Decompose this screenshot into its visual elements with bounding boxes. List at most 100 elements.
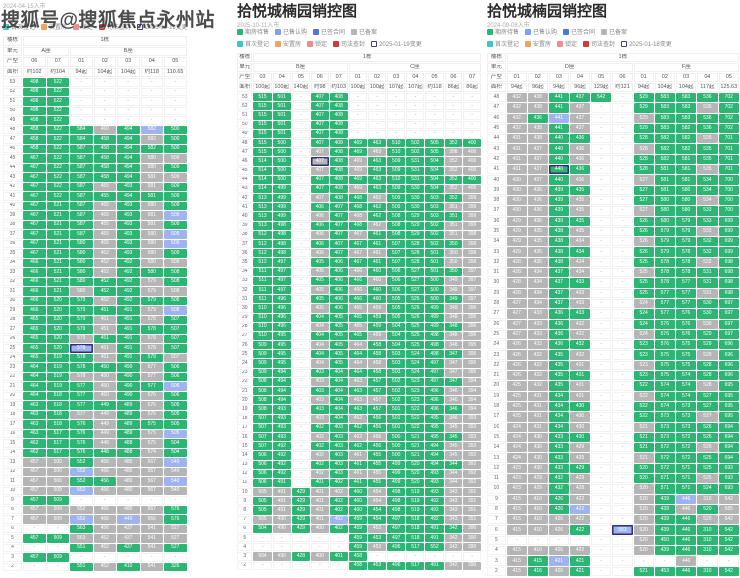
unit-cell: 433 xyxy=(548,443,569,453)
sohu-watermark: 搜狐号@搜狐焦点永州站 xyxy=(1,10,216,31)
unit-cell: 576 xyxy=(675,319,697,329)
unit-cell: 510 xyxy=(387,148,406,157)
legend-item: 首次登记 xyxy=(3,22,35,31)
unit-cell: 467 xyxy=(23,239,46,248)
unit-cell: 578 xyxy=(70,353,93,362)
unit-cell: 429 xyxy=(569,453,591,463)
unit-cell: 400 xyxy=(463,157,481,166)
unit-cell: 391 xyxy=(463,497,481,506)
legend: 期房待售 已售认购 已签合同 已备案 首次登记 安置房 锁定 司法查封 2025-01-19变更 xyxy=(237,27,428,51)
unit-cell: 435 xyxy=(548,350,569,360)
type-cell: 04 xyxy=(569,73,591,82)
unit-cell: 521 xyxy=(46,268,69,277)
unit-block-cell: B座 xyxy=(70,46,187,56)
unit-cell: - xyxy=(425,552,444,561)
unit-cell: 430 xyxy=(569,401,591,412)
unit-cell: 458 xyxy=(93,173,116,182)
type-cell: 03 xyxy=(253,73,272,82)
unit-cell: 504 xyxy=(387,341,406,350)
floor-row: 18 425 431 434 430- -522 574 573 527 695 xyxy=(487,401,739,412)
unit-cell: - xyxy=(612,401,633,412)
unit-cell: 432 xyxy=(506,123,527,134)
floor-row: 24 465 519 578 451 491 578 507 xyxy=(3,353,187,362)
unit-cell: 310 xyxy=(697,566,718,576)
floor-label: 18 xyxy=(237,414,253,423)
floor-label: 5 xyxy=(487,535,506,546)
area-cell: 104起 xyxy=(675,83,697,92)
unit-cell: - xyxy=(140,78,163,87)
header-row-label: 面积 xyxy=(487,83,506,92)
unit-cell: 577 xyxy=(70,401,93,410)
unit-cell: - xyxy=(612,504,633,515)
unit-cell: 523 xyxy=(633,371,654,381)
unit-cell: 457 xyxy=(367,377,387,386)
unit-cell: 402 xyxy=(310,469,329,478)
unit-cell: 440 xyxy=(548,134,569,144)
area-cell: 96起 xyxy=(527,83,548,92)
floor-label: 46 xyxy=(3,144,22,153)
unit-cell: - xyxy=(612,381,633,391)
unit-cell: 530 xyxy=(697,298,718,309)
unit-cell: 575 xyxy=(654,371,675,381)
unit-cell: 406 xyxy=(310,203,329,212)
unit-cell: 576 xyxy=(675,329,697,340)
floor-row: 39 430 436 439 435- -527 581 580 534 700 xyxy=(487,185,739,195)
unit-cell: - xyxy=(387,102,406,111)
unit-cell: 469 xyxy=(348,175,367,184)
unit-cell: 508 xyxy=(164,287,187,296)
unit-cell: - xyxy=(591,371,612,381)
unit-cell: 573 xyxy=(675,401,697,412)
legend-item: 2025-01-19变更 xyxy=(371,39,422,48)
unit-cell: 542 xyxy=(718,535,739,546)
unit-cell: 578 xyxy=(654,257,675,268)
unit-cell: 352 xyxy=(444,166,463,175)
unit-cell: 577 xyxy=(654,298,675,309)
unit-cell: 455 xyxy=(93,192,116,201)
unit-cell: 536 xyxy=(697,93,718,103)
floor-row: 26 509 495-404 405 464 458 504 525 498 348 395 xyxy=(237,341,481,350)
unit-cell: 405 xyxy=(329,331,348,341)
unit-cell: 571 xyxy=(675,463,697,473)
unit-cell: 505 xyxy=(387,295,406,304)
unit-cell: - xyxy=(291,543,310,552)
unit-cell: 581 xyxy=(140,182,163,191)
unit-cell: 415 xyxy=(506,515,527,525)
unit-cell: 551 xyxy=(70,562,93,571)
floor-row: 6- -563 456 437 541 527 xyxy=(3,524,187,533)
unit-cell: 431 xyxy=(527,391,548,401)
unit-cell: 440 xyxy=(548,154,569,165)
unit-cell: 438 xyxy=(527,123,548,134)
unit-cell: 458 xyxy=(348,552,367,561)
unit-cell: 526 xyxy=(633,247,654,257)
unit-cell: 441 xyxy=(548,103,569,113)
unit-cell: - xyxy=(591,494,612,504)
unit-cell: 406 xyxy=(310,212,329,221)
floor-label: 53 xyxy=(237,93,253,102)
unit-cell: - xyxy=(164,116,187,125)
floor-row: 42 431 437 440 436- -528 582 581 535 701 xyxy=(487,154,739,165)
unit-cell: 502 xyxy=(387,387,406,396)
building-cell: 1栋 xyxy=(506,53,739,62)
header-row-label: 面积 xyxy=(237,83,253,92)
unit-cell: 566 xyxy=(140,515,163,524)
unit-cell: - xyxy=(291,451,310,460)
unit-cell: 497 xyxy=(272,276,291,285)
floor-row: 3 504 490 428 400 401 458- - - - - - xyxy=(237,552,481,561)
unit-cell: 406 xyxy=(329,276,348,285)
unit-cell: - xyxy=(117,553,140,562)
unit-cell: - xyxy=(291,423,310,432)
unit-cell: 579 xyxy=(140,287,163,296)
header-row-label: 单元 xyxy=(3,46,22,56)
unit-cell: 429 xyxy=(527,473,548,484)
unit-cell: 435 xyxy=(527,247,548,257)
unit-cell: - xyxy=(164,78,187,87)
unit-block-cell: A座 xyxy=(23,46,69,56)
unit-cell: 573 xyxy=(654,432,675,443)
header-row-label: 楼栋 xyxy=(3,36,22,46)
unit-cell: - xyxy=(591,463,612,473)
unit-cell: 694 xyxy=(718,422,739,432)
unit-cell: - xyxy=(612,566,633,576)
unit-cell: 455 xyxy=(93,201,116,210)
unit-cell: 522 xyxy=(46,135,69,144)
unit-cell: 499 xyxy=(387,478,406,488)
